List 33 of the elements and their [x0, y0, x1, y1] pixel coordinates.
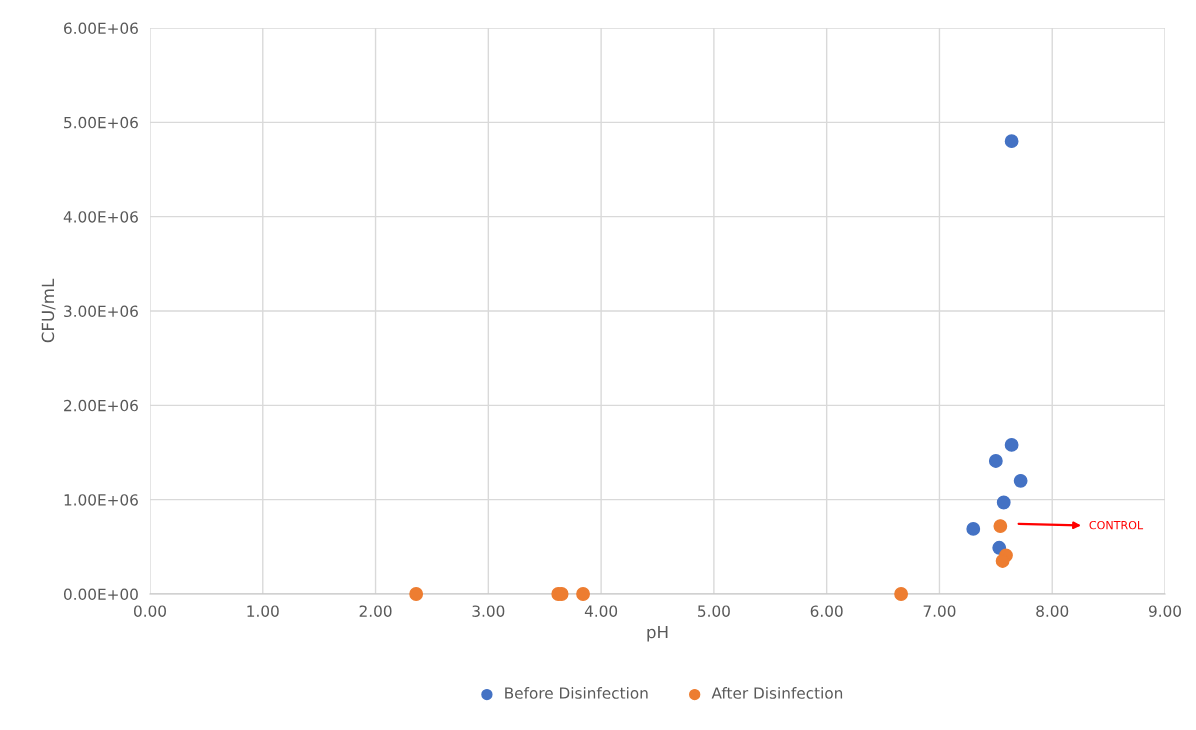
y-tick-label: 6.00E+06 — [64, 22, 138, 35]
x-tick-label: 2.00 — [359, 605, 392, 617]
y-tick-label: 2.00E+06 — [64, 399, 138, 412]
point — [995, 554, 1010, 568]
point — [1013, 473, 1028, 488]
point — [1004, 438, 1019, 452]
annotation: CONTROL — [1089, 520, 1144, 530]
legend-label: Before Disinfection — [505, 686, 648, 699]
y-tick-label: 1.00E+06 — [64, 494, 138, 506]
x-tick-label: 3.00 — [472, 605, 505, 617]
x-tick-label: 8.00 — [1036, 605, 1069, 617]
x-tick-label: 0.00 — [134, 605, 166, 617]
point — [1004, 134, 1019, 149]
y-tick-label: 4.00E+06 — [63, 211, 138, 223]
x-tick-label: 6.00 — [810, 605, 843, 617]
x-tick-label: 4.00 — [584, 605, 618, 617]
y-tick-label: 0.00E+00 — [63, 588, 138, 601]
point — [966, 522, 981, 536]
y-axis-title: CFU/mL — [41, 278, 56, 343]
y-tick-label: 3.00E+06 — [64, 305, 138, 318]
x-tick-label: 7.00 — [923, 605, 956, 617]
x-tick-label: 9.00 — [1148, 605, 1181, 617]
point — [993, 519, 1008, 533]
legend-label: After Disinfection — [711, 686, 843, 699]
point — [988, 454, 1003, 468]
point — [576, 587, 590, 601]
x-tick-label: 5.00 — [698, 605, 730, 617]
x-axis-title: pH — [647, 625, 668, 642]
point — [996, 495, 1011, 510]
point — [894, 587, 909, 601]
y-tick-label: 5.00E+06 — [64, 116, 138, 129]
point — [409, 587, 424, 601]
x-tick-label: 1.00 — [247, 605, 279, 617]
